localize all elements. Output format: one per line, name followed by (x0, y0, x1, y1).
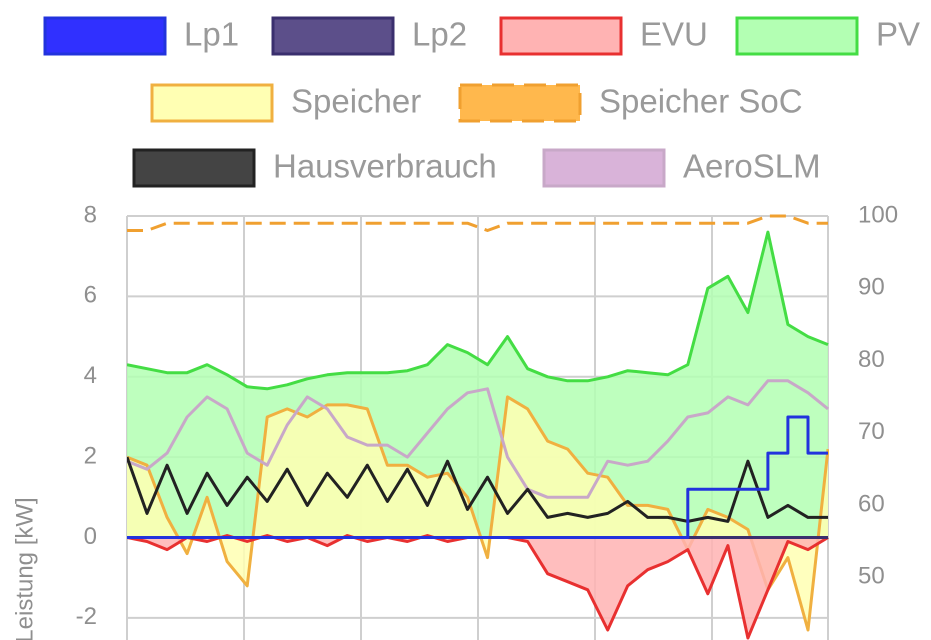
legend-label: Hausverbrauch (273, 148, 497, 185)
legend-label: Lp1 (184, 16, 239, 53)
legend-label: AeroSLM (683, 148, 821, 185)
y-tick-label: -2 (76, 603, 97, 630)
y-tick-label: 6 (84, 282, 97, 309)
legend-label: Speicher SoC (599, 83, 803, 120)
area (127, 535, 828, 638)
y-tick-label: 8 (84, 201, 97, 228)
legend-label: PV (876, 16, 920, 53)
line (127, 395, 829, 632)
y-tick-label: 0 (84, 523, 97, 550)
y-axis-label: Leistung [kW] (11, 497, 38, 640)
line (127, 456, 828, 523)
legend-swatch (499, 16, 623, 56)
legend-swatch (132, 148, 256, 188)
y2-tick-label: 90 (858, 274, 885, 301)
legend-swatch (735, 16, 859, 56)
legend-swatch (542, 148, 666, 188)
line (127, 415, 828, 539)
y2-tick-label: 60 (858, 490, 885, 517)
y2-tick-label: 50 (858, 563, 885, 590)
legend-swatch (458, 83, 582, 123)
y2-tick-label: 100 (858, 201, 898, 228)
legend-swatch (271, 16, 395, 56)
area (127, 396, 828, 630)
line (127, 214, 828, 232)
y2-tick-label: 80 (858, 346, 885, 373)
y2-tick-label: 70 (858, 418, 885, 445)
legend-label: EVU (640, 16, 708, 53)
y-tick-label: 2 (84, 442, 97, 469)
y-tick-label: 4 (84, 362, 97, 389)
legend-label: Lp2 (412, 16, 467, 53)
legend-swatch (150, 83, 274, 123)
line (127, 230, 829, 391)
legend-label: Speicher (291, 83, 421, 120)
legend-swatch (43, 16, 167, 56)
line (127, 379, 829, 499)
